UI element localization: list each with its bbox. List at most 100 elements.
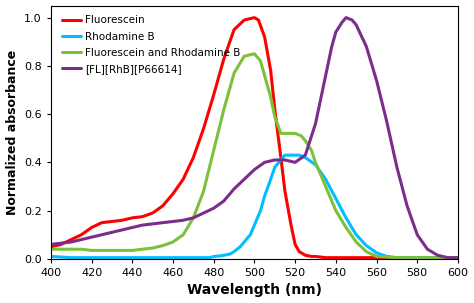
Fluorescein and Rhodamine B xyxy=(201,189,206,193)
Fluorescein xyxy=(58,243,64,246)
Fluorescein xyxy=(129,216,135,220)
Fluorescein xyxy=(160,204,166,208)
Fluorescein xyxy=(109,220,115,223)
[FL][RhB][P66614] xyxy=(292,161,298,164)
Rhodamine B xyxy=(333,197,338,200)
Rhodamine B xyxy=(211,255,217,258)
[FL][RhB][P66614] xyxy=(435,253,440,257)
Fluorescein and Rhodamine B xyxy=(79,247,84,251)
Fluorescein and Rhodamine B xyxy=(299,134,304,138)
Fluorescein and Rhodamine B xyxy=(109,248,115,252)
Fluorescein and Rhodamine B xyxy=(374,255,379,258)
Fluorescein and Rhodamine B xyxy=(129,248,135,252)
Rhodamine B xyxy=(170,256,176,259)
Rhodamine B xyxy=(221,253,227,257)
Fluorescein xyxy=(211,93,217,97)
Rhodamine B xyxy=(323,178,328,181)
Rhodamine B xyxy=(217,254,223,258)
Rhodamine B xyxy=(455,256,461,259)
Fluorescein xyxy=(394,256,400,259)
Fluorescein and Rhodamine B xyxy=(221,108,227,111)
Fluorescein xyxy=(353,256,359,259)
Fluorescein xyxy=(323,256,328,259)
[FL][RhB][P66614] xyxy=(68,240,74,244)
Rhodamine B xyxy=(394,256,400,259)
Fluorescein xyxy=(48,245,54,249)
Rhodamine B xyxy=(343,216,349,220)
Fluorescein xyxy=(455,256,461,259)
Fluorescein and Rhodamine B xyxy=(302,139,308,142)
[FL][RhB][P66614] xyxy=(252,168,257,171)
Rhodamine B xyxy=(227,252,233,256)
[FL][RhB][P66614] xyxy=(221,199,227,203)
Fluorescein and Rhodamine B xyxy=(170,240,176,244)
Rhodamine B xyxy=(374,251,379,255)
Fluorescein and Rhodamine B xyxy=(414,256,420,259)
[FL][RhB][P66614] xyxy=(445,256,451,259)
Fluorescein and Rhodamine B xyxy=(364,250,369,253)
Fluorescein xyxy=(99,221,105,225)
Rhodamine B xyxy=(288,153,294,157)
Rhodamine B xyxy=(237,245,243,249)
[FL][RhB][P66614] xyxy=(313,122,319,125)
Rhodamine B xyxy=(296,153,302,157)
[FL][RhB][P66614] xyxy=(329,45,335,48)
[FL][RhB][P66614] xyxy=(180,218,186,222)
Fluorescein and Rhodamine B xyxy=(252,52,257,56)
Fluorescein xyxy=(343,256,349,259)
Fluorescein and Rhodamine B xyxy=(282,132,288,135)
Fluorescein and Rhodamine B xyxy=(353,240,359,244)
Fluorescein and Rhodamine B xyxy=(313,161,319,164)
Rhodamine B xyxy=(353,233,359,237)
[FL][RhB][P66614] xyxy=(394,165,400,169)
Rhodamine B xyxy=(384,255,390,258)
Fluorescein xyxy=(288,223,294,227)
Fluorescein xyxy=(241,18,247,22)
Rhodamine B xyxy=(272,165,278,169)
[FL][RhB][P66614] xyxy=(191,216,196,220)
Fluorescein xyxy=(255,18,261,22)
Fluorescein and Rhodamine B xyxy=(394,256,400,259)
Fluorescein and Rhodamine B xyxy=(309,148,314,152)
[FL][RhB][P66614] xyxy=(323,74,328,77)
Fluorescein xyxy=(262,35,267,39)
Fluorescein and Rhodamine B xyxy=(150,246,155,250)
[FL][RhB][P66614] xyxy=(119,228,125,232)
Rhodamine B xyxy=(247,233,253,237)
Rhodamine B xyxy=(278,158,284,162)
Rhodamine B xyxy=(207,256,212,259)
Fluorescein and Rhodamine B xyxy=(191,216,196,220)
Fluorescein and Rhodamine B xyxy=(241,55,247,58)
[FL][RhB][P66614] xyxy=(150,222,155,226)
Fluorescein xyxy=(180,178,186,181)
Rhodamine B xyxy=(150,256,155,259)
Rhodamine B xyxy=(191,256,196,259)
[FL][RhB][P66614] xyxy=(211,206,217,210)
Fluorescein xyxy=(79,233,84,237)
Rhodamine B xyxy=(68,256,74,259)
Fluorescein and Rhodamine B xyxy=(140,247,146,251)
Fluorescein xyxy=(333,256,338,259)
Fluorescein and Rhodamine B xyxy=(272,115,278,118)
Fluorescein xyxy=(150,211,155,215)
Rhodamine B xyxy=(180,256,186,259)
[FL][RhB][P66614] xyxy=(384,120,390,123)
Fluorescein xyxy=(292,243,298,246)
[FL][RhB][P66614] xyxy=(58,241,64,245)
Fluorescein and Rhodamine B xyxy=(231,71,237,75)
Rhodamine B xyxy=(231,250,237,253)
[FL][RhB][P66614] xyxy=(414,233,420,237)
Fluorescein xyxy=(374,256,379,259)
Fluorescein xyxy=(302,253,308,257)
[FL][RhB][P66614] xyxy=(48,243,54,246)
[FL][RhB][P66614] xyxy=(89,235,94,239)
Fluorescein xyxy=(309,255,314,258)
[FL][RhB][P66614] xyxy=(374,78,379,82)
[FL][RhB][P66614] xyxy=(262,161,267,164)
Line: Rhodamine B: Rhodamine B xyxy=(51,155,458,258)
Rhodamine B xyxy=(201,256,206,259)
[FL][RhB][P66614] xyxy=(282,158,288,162)
Rhodamine B xyxy=(262,194,267,198)
[FL][RhB][P66614] xyxy=(404,204,410,208)
Fluorescein xyxy=(268,69,273,72)
